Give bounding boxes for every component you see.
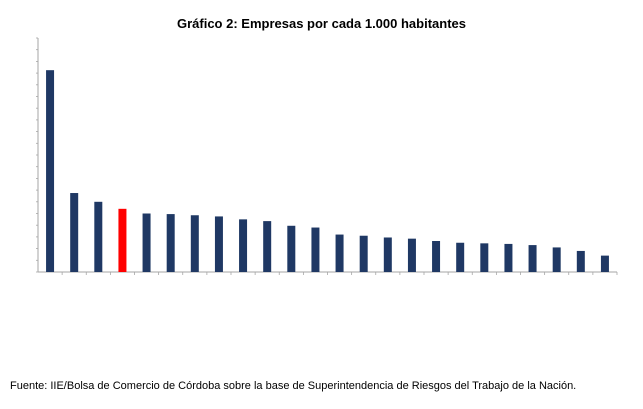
bar	[94, 201, 103, 272]
bar	[287, 225, 296, 272]
bar-chart	[36, 37, 618, 275]
bar	[432, 241, 441, 272]
bar	[504, 243, 513, 272]
bar	[239, 219, 248, 272]
source-note: Fuente: IIE/Bolsa de Comercio de Córdoba…	[10, 380, 577, 392]
bar	[166, 214, 175, 272]
bar	[70, 193, 79, 272]
bar-highlighted	[118, 208, 127, 272]
bar	[600, 255, 609, 272]
bar	[528, 245, 537, 272]
bar	[456, 242, 465, 272]
bar	[263, 221, 272, 272]
bar	[576, 250, 585, 272]
bar	[46, 70, 55, 273]
bar	[383, 237, 392, 273]
bar	[214, 216, 223, 272]
bar	[552, 247, 561, 272]
bar	[190, 215, 199, 272]
chart-title: Gráfico 2: Empresas por cada 1.000 habit…	[176, 16, 466, 31]
bar	[335, 234, 344, 272]
bars-group	[46, 70, 609, 273]
chart-axes	[36, 37, 618, 275]
bar	[480, 243, 489, 272]
bar	[359, 235, 368, 272]
bar	[142, 213, 151, 272]
bar	[311, 227, 320, 272]
bar	[407, 238, 416, 272]
